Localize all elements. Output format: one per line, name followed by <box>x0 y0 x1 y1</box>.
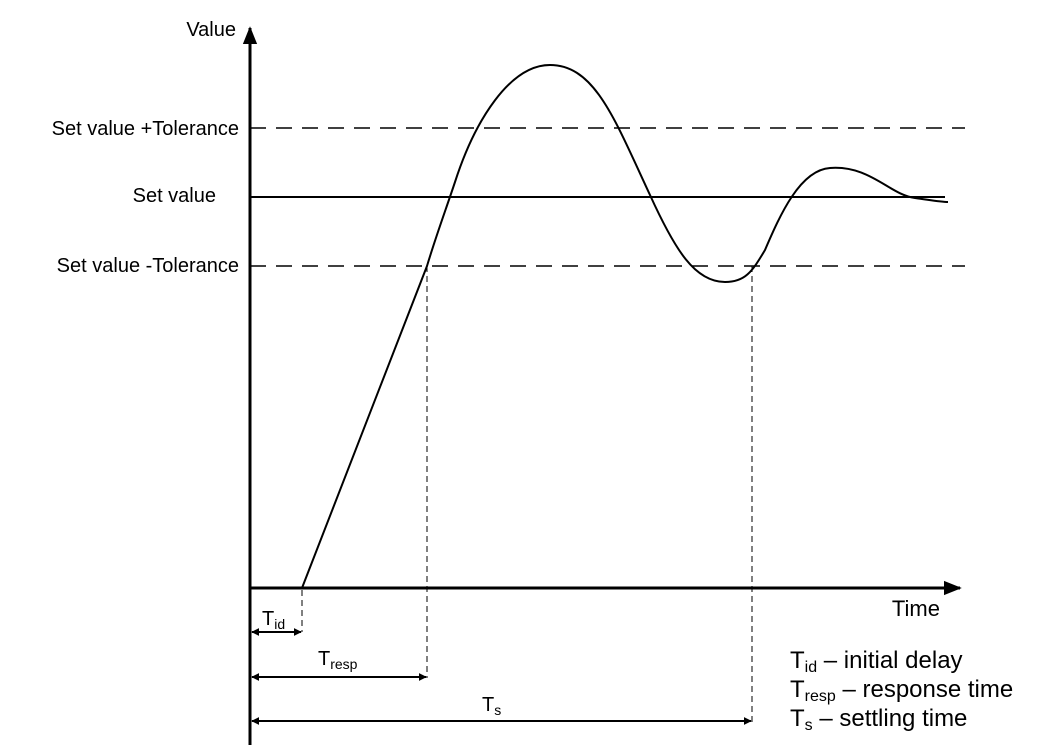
x-axis-label: Time <box>892 596 940 621</box>
legend-item: Tid – initial delay <box>790 647 963 676</box>
legend: Tid – initial delay Tresp – response tim… <box>790 647 1013 734</box>
y-axis-label: Value <box>186 19 236 41</box>
lower-tolerance-label: Set value -Tolerance <box>57 255 239 277</box>
initial-delay-symbol: Tid <box>262 608 285 632</box>
legend-item: Tresp – response time <box>790 676 1013 705</box>
response-curve <box>301 63 949 589</box>
response-time-symbol: Tresp <box>318 648 358 672</box>
upper-tolerance-label: Set value +Tolerance <box>52 118 239 140</box>
legend-item: Ts – settling time <box>790 705 967 734</box>
settling-time-symbol: Ts <box>482 694 501 718</box>
set-value-label: Set value <box>133 185 216 207</box>
